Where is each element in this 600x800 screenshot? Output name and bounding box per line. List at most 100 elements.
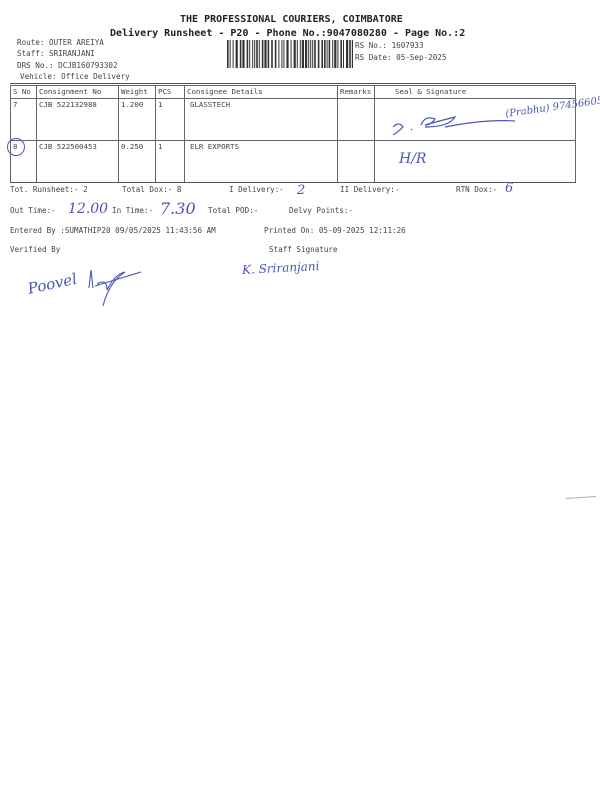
- in-time: In Time:-: [112, 206, 154, 215]
- pcs: 1: [155, 140, 185, 183]
- sno: 7: [10, 98, 37, 141]
- table-header: S No Consignment No Weight PCS Consignee…: [10, 85, 576, 99]
- sno: 8: [7, 138, 37, 183]
- barcode-bar: [264, 40, 267, 68]
- barcode-bar: [301, 40, 304, 68]
- barcode-bar: [232, 40, 234, 68]
- circle-mark: [7, 138, 25, 156]
- remarks: [337, 140, 375, 183]
- consignment-table: S No Consignment No Weight PCS Consignee…: [7, 85, 600, 183]
- consignee: ELR EXPORTS: [184, 140, 338, 183]
- rtn-dox-value: 6: [505, 181, 514, 196]
- delvy-points: Delvy Points:-: [289, 206, 354, 215]
- barcode-bar: [274, 40, 277, 68]
- barcode-bar: [283, 40, 285, 68]
- remarks: [337, 98, 375, 141]
- barcode-bar: [242, 40, 245, 68]
- barcode-bar: [332, 40, 334, 68]
- out-time-value: 12.00: [68, 201, 109, 217]
- seal-signature: H/R: [374, 140, 576, 183]
- divider: [10, 83, 576, 84]
- scan-mark: [566, 495, 596, 500]
- total-dox: Total Dox:- 8: [122, 185, 182, 194]
- table-row: 7 CJB 522132988 1.200 1 GLASSTECH (Prabh…: [10, 93, 600, 141]
- barcode-bar: [343, 40, 344, 68]
- col-consignee: Consignee Details: [184, 85, 338, 99]
- rtn-dox: RTN Dox:-: [456, 185, 498, 194]
- barcode-bar: [349, 40, 351, 68]
- barcode-bar: [317, 40, 320, 68]
- runsheet-subtitle: Delivery Runsheet - P20 - Phone No.:9047…: [110, 28, 466, 39]
- rs-no: RS No.: 1607933: [355, 41, 424, 50]
- staff: Staff: SRIRANJANI: [17, 49, 95, 58]
- barcode-bar: [271, 40, 273, 68]
- table-row: 8 CJB 522500453 0.250 1 ELR EXPORTS H/R: [7, 138, 576, 183]
- verifier-signature: Poovel: [26, 269, 79, 298]
- barcode-bar: [328, 40, 331, 68]
- out-time: Out Time:-: [10, 206, 56, 215]
- divider: [10, 182, 576, 183]
- barcode-bar: [324, 40, 326, 68]
- barcode-bar: [278, 40, 280, 68]
- col-sno: S No: [10, 85, 37, 99]
- barcode-bar: [293, 40, 296, 68]
- barcode-bar: [326, 40, 328, 68]
- barcode-bar: [252, 40, 254, 68]
- barcode-bar: [337, 40, 339, 68]
- barcode-bar: [340, 40, 342, 68]
- col-consignment: Consignment No: [36, 85, 119, 99]
- verifier-signature-flourish: [88, 269, 142, 307]
- company-title: THE PROFESSIONAL COURIERS, COIMBATORE: [180, 14, 403, 25]
- col-pcs: PCS: [155, 85, 185, 99]
- in-time-value: 7.30: [160, 199, 196, 218]
- barcode-bar: [229, 40, 231, 68]
- barcode-bar: [254, 40, 256, 68]
- entered-by: Entered By :SUMATHIP20 09/05/2025 11:43:…: [10, 226, 216, 235]
- verified-by: Verified By: [10, 245, 61, 254]
- barcode-bar: [312, 40, 314, 68]
- barcode-bar: [249, 40, 251, 68]
- seal-handwriting: H/R: [399, 151, 427, 167]
- barcode-bar: [310, 40, 312, 68]
- consignment-no: CJB 522500453: [36, 140, 119, 183]
- barcode-bar: [314, 40, 316, 68]
- ii-delivery: II Delivery:-: [340, 185, 400, 194]
- rs-date: RS Date: 05-Sep-2025: [355, 53, 447, 62]
- barcode-bar: [334, 40, 337, 68]
- barcode-bar: [351, 40, 353, 68]
- barcode-bar: [267, 40, 270, 68]
- barcode-bar: [299, 40, 301, 68]
- barcode-bar: [346, 40, 349, 68]
- printed-on: Printed On: 05-09-2025 12:11:26: [264, 226, 406, 235]
- barcode: [227, 40, 353, 68]
- barcode-bar: [235, 40, 238, 68]
- pcs: 1: [155, 98, 185, 141]
- col-seal: Seal & Signature: [374, 85, 576, 99]
- i-delivery: I Delivery:-: [229, 185, 284, 194]
- signature-scribble: [392, 116, 516, 136]
- barcode-bar: [305, 40, 308, 68]
- barcode-bar: [239, 40, 242, 68]
- consignee: GLASSTECH: [184, 98, 338, 141]
- seal-signature: (Prabhu) 9745660570.: [374, 93, 600, 141]
- total-pod: Total POD:-: [208, 206, 259, 215]
- barcode-bar: [296, 40, 298, 68]
- barcode-bar: [281, 40, 283, 68]
- barcode-bar: [227, 40, 229, 68]
- col-weight: Weight: [118, 85, 156, 99]
- tot-runsheet: Tot. Runsheet:- 2: [10, 185, 88, 194]
- barcode-bar: [256, 40, 258, 68]
- barcode-bar: [290, 40, 292, 68]
- barcode-bar: [261, 40, 264, 68]
- staff-signature: K. Sriranjani: [241, 258, 320, 278]
- barcode-bar: [308, 40, 310, 68]
- weight: 0.250: [118, 140, 156, 183]
- i-delivery-value: 2: [297, 183, 306, 198]
- drs-no: DRS No.: DCJB160793302: [17, 61, 118, 70]
- staff-signature-label: Staff Signature: [269, 245, 338, 254]
- consignment-no: CJB 522132988: [36, 98, 119, 141]
- weight: 1.200: [118, 98, 156, 141]
- col-remarks: Remarks: [337, 85, 375, 99]
- barcode-bar: [286, 40, 289, 68]
- barcode-bar: [321, 40, 323, 68]
